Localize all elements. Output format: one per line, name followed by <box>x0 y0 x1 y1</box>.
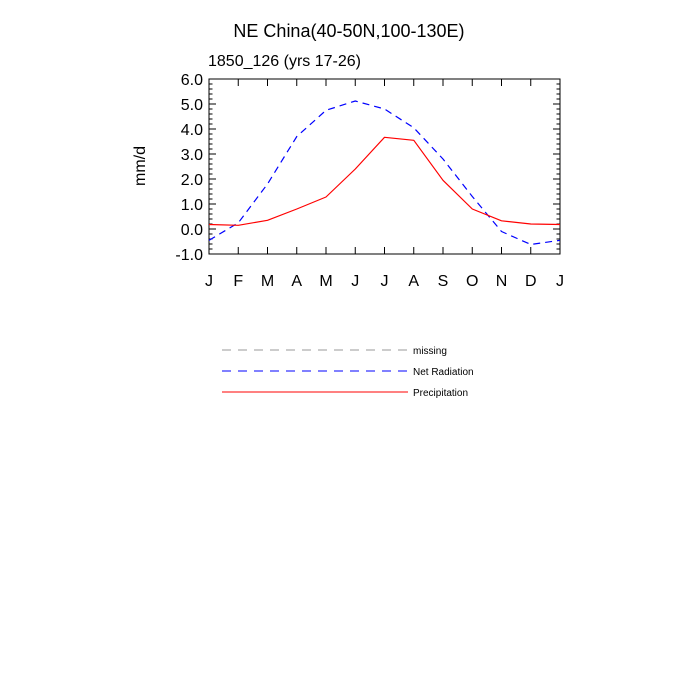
plot-area: -1.00.01.02.03.04.05.06.0J F M A M J J A S O N D J <box>175 72 564 290</box>
y-tick-label: 0.0 <box>181 222 203 239</box>
x-tick-label: F <box>233 273 243 290</box>
y-tick-label: -1.0 <box>175 247 203 264</box>
x-tick-label: A <box>408 273 419 290</box>
y-axis-label: mm/d <box>132 146 149 186</box>
x-tick-label: J <box>205 273 213 290</box>
y-tick-label: 6.0 <box>181 72 203 89</box>
x-tick-label: J <box>351 273 359 290</box>
x-tick-label: O <box>466 273 478 290</box>
x-tick-label: N <box>496 273 508 290</box>
x-tick-label: D <box>525 273 537 290</box>
legend-label-precipitation: Precipitation <box>413 388 468 399</box>
x-tick-label: M <box>261 273 274 290</box>
legend: missing Net Radiation Precipitation <box>222 346 474 399</box>
legend-label-missing: missing <box>413 346 447 357</box>
x-tick-label: A <box>291 273 302 290</box>
y-tick-label: 5.0 <box>181 97 203 114</box>
x-tick-label: M <box>319 273 332 290</box>
x-tick-label: S <box>438 273 449 290</box>
x-tick-label: J <box>556 273 564 290</box>
legend-label-net-radiation: Net Radiation <box>413 367 474 378</box>
x-tick-label: J <box>381 273 389 290</box>
chart-title: NE China(40-50N,100-130E) <box>233 21 464 41</box>
plot-frame <box>208 78 561 255</box>
y-tick-label: 3.0 <box>181 147 203 164</box>
y-tick-label: 1.0 <box>181 197 203 214</box>
y-tick-label: 4.0 <box>181 122 203 139</box>
chart-subtitle: 1850_126 (yrs 17-26) <box>208 53 361 70</box>
series-line-precipitation <box>208 136 561 226</box>
y-tick-label: 2.0 <box>181 172 203 189</box>
series-line-net-radiation <box>208 100 561 246</box>
